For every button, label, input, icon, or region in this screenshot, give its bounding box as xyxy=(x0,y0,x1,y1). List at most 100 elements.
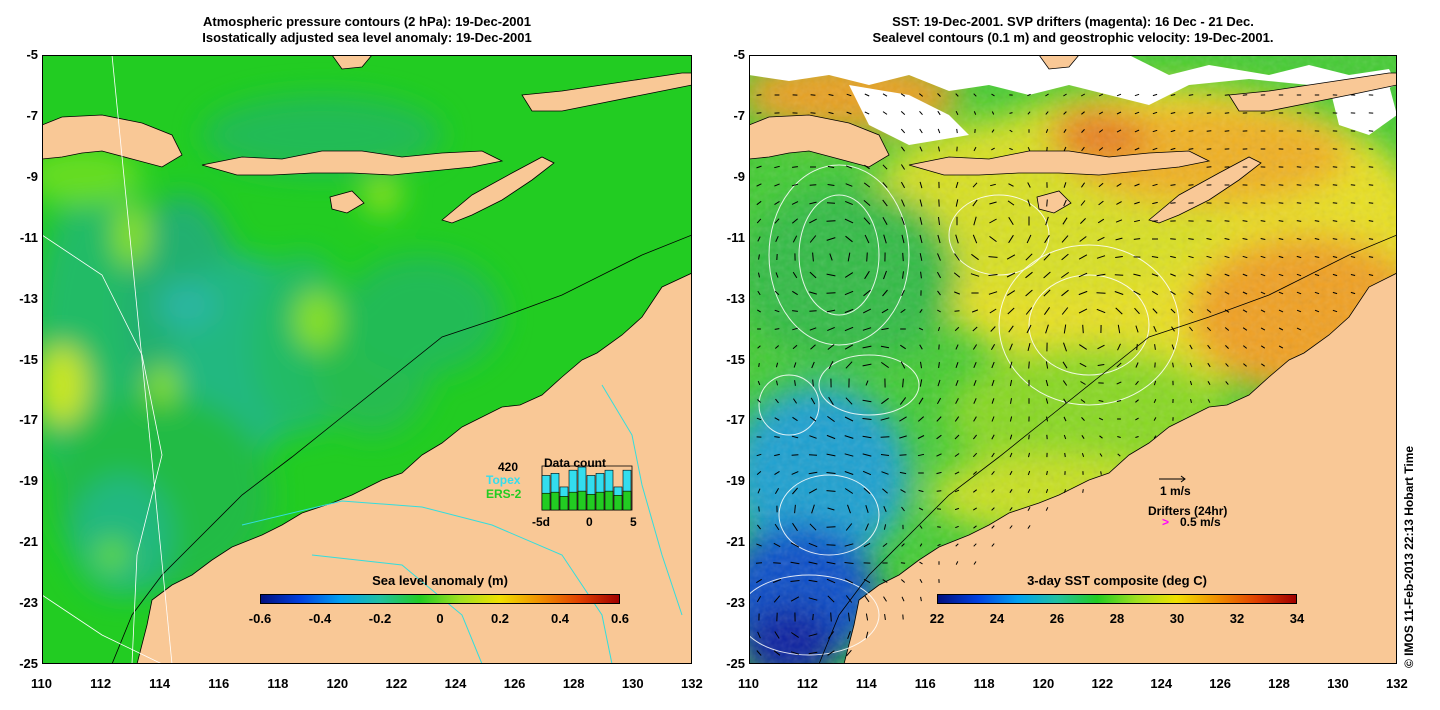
velocity-vector xyxy=(899,471,907,475)
velocity-vector xyxy=(1278,273,1284,277)
velocity-vector xyxy=(882,488,888,494)
velocity-vector xyxy=(775,272,779,278)
velocity-vector xyxy=(919,309,923,313)
velocity-vector xyxy=(791,183,799,187)
velocity-vector xyxy=(989,201,997,205)
velocity-vector xyxy=(881,471,889,475)
velocity-vector xyxy=(1081,146,1085,152)
velocity-vector xyxy=(1188,148,1194,150)
velocity-vector xyxy=(902,271,904,279)
velocity-vector xyxy=(865,380,869,386)
right-y-tick-label: -21 xyxy=(726,534,745,550)
velocity-vector xyxy=(1278,345,1284,349)
velocity-vector xyxy=(919,579,923,583)
velocity-vector xyxy=(955,93,959,97)
velocity-vector xyxy=(1045,507,1049,511)
velocity-vector xyxy=(954,326,960,332)
velocity-vector xyxy=(864,234,870,244)
velocity-vector xyxy=(1188,255,1194,259)
velocity-vector xyxy=(1151,273,1159,277)
velocity-vector xyxy=(1008,325,1014,333)
velocity-vector xyxy=(1278,291,1284,295)
velocity-vector xyxy=(991,470,995,476)
velocity-vector xyxy=(1224,309,1230,313)
velocity-vector xyxy=(954,453,960,457)
velocity-vector xyxy=(845,361,853,369)
velocity-vector xyxy=(1242,291,1248,295)
ers2-count-bar xyxy=(613,495,623,511)
velocity-vector xyxy=(955,561,959,565)
right-y-tick-label: -9 xyxy=(733,168,745,184)
ers2-label: ERS-2 xyxy=(486,487,522,501)
velocity-vector xyxy=(881,327,889,331)
velocity-vector xyxy=(848,612,850,622)
velocity-vector xyxy=(973,380,977,386)
velocity-vector xyxy=(1350,274,1356,276)
velocity-vector xyxy=(757,236,761,242)
velocity-vector xyxy=(1170,273,1176,277)
velocity-vector xyxy=(1207,344,1211,350)
velocity-vector xyxy=(988,274,998,276)
velocity-vector xyxy=(826,237,836,241)
velocity-vector xyxy=(826,544,836,546)
velocity-vector xyxy=(991,398,995,404)
velocity-vector xyxy=(847,252,851,262)
velocity-vector xyxy=(989,235,997,243)
velocity-vector xyxy=(919,181,923,189)
ers2-count-bar xyxy=(559,496,569,511)
velocity-vector xyxy=(1099,453,1103,457)
velocity-vector xyxy=(1296,309,1302,313)
sea-level-colorbar-tick-label: 0.4 xyxy=(550,611,570,626)
right-title-line2: Sealevel contours (0.1 m) and geostrophi… xyxy=(872,30,1274,45)
velocity-vector xyxy=(1350,220,1356,222)
velocity-vector xyxy=(973,93,977,97)
velocity-vector xyxy=(809,184,817,186)
velocity-vector xyxy=(827,344,835,350)
sst-colorbar-tick-label: 30 xyxy=(1169,611,1185,626)
velocity-vector xyxy=(1027,342,1031,352)
left-x-tick-label: 110 xyxy=(31,676,52,691)
velocity-vector xyxy=(1006,272,1016,278)
velocity-vector xyxy=(792,344,798,350)
velocity-vector xyxy=(991,129,995,133)
left-y-tick-label: -15 xyxy=(19,351,38,367)
velocity-vector xyxy=(884,614,886,620)
velocity-vector xyxy=(811,361,815,369)
velocity-vector xyxy=(882,164,888,170)
velocity-vector xyxy=(1278,327,1284,331)
velocity-vector xyxy=(1098,93,1104,97)
velocity-vector xyxy=(845,523,853,531)
left-x-tick-label: 126 xyxy=(503,676,526,691)
velocity-vector xyxy=(882,216,888,226)
velocity-vector xyxy=(866,252,868,262)
velocity-vector xyxy=(917,435,925,439)
velocity-vector xyxy=(937,543,941,547)
velocity-vector xyxy=(1063,146,1067,152)
velocity-vector xyxy=(792,271,798,279)
velocity-vector xyxy=(991,434,995,440)
velocity-vector xyxy=(901,543,905,547)
velocity-vector xyxy=(882,579,888,583)
velocity-vector xyxy=(973,111,977,115)
velocity-vector xyxy=(988,256,998,258)
velocity-vector xyxy=(1117,324,1121,334)
velocity-vector xyxy=(773,650,781,656)
velocity-vector xyxy=(1098,400,1104,402)
left-x-tick-label: 114 xyxy=(149,676,171,691)
velocity-vector xyxy=(1063,199,1067,207)
velocity-vector xyxy=(1170,94,1176,96)
velocity-vector xyxy=(1350,256,1356,258)
velocity-vector xyxy=(1007,200,1015,206)
sea-level-anomaly-map xyxy=(42,55,692,664)
right-x-tick-label: 116 xyxy=(914,676,936,691)
velocity-vector xyxy=(844,435,854,439)
velocity-vector xyxy=(756,543,762,547)
velocity-vector xyxy=(845,397,853,405)
velocity-vector xyxy=(919,110,923,116)
velocity-vector xyxy=(937,290,941,296)
velocity-vector xyxy=(863,578,871,584)
velocity-vector xyxy=(1332,256,1338,258)
drifter-speed-label: 0.5 m/s xyxy=(1180,515,1221,529)
velocity-vector xyxy=(1080,200,1086,206)
velocity-vector xyxy=(1114,291,1124,295)
